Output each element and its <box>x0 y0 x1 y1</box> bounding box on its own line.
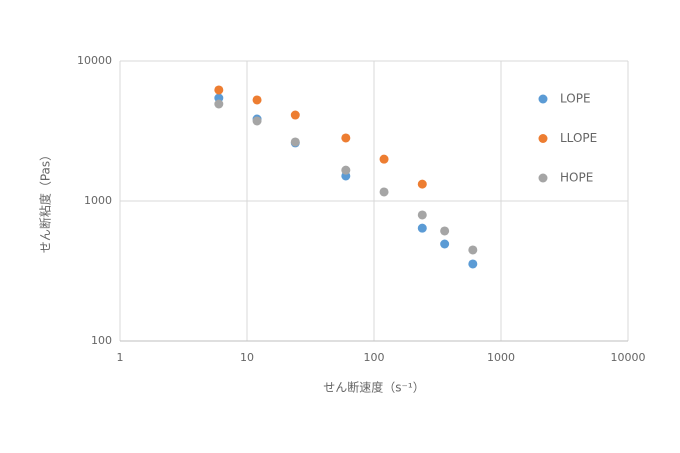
point <box>214 99 224 109</box>
point <box>468 259 478 269</box>
point <box>214 85 224 95</box>
y-axis-label: せん断粘度（Pas） <box>38 149 53 253</box>
legend-marker <box>538 94 548 104</box>
legend-label: HOPE <box>560 171 593 185</box>
point <box>290 110 300 120</box>
point <box>440 226 450 236</box>
x-tick-label: 1000 <box>487 351 515 364</box>
point <box>379 154 389 164</box>
y-tick-label: 10000 <box>77 54 112 67</box>
point <box>252 95 262 105</box>
point <box>290 137 300 147</box>
point <box>417 179 427 189</box>
y-tick-label: 100 <box>91 334 112 347</box>
x-tick-label: 10 <box>240 351 254 364</box>
point <box>417 223 427 233</box>
x-tick-label: 1 <box>117 351 124 364</box>
point <box>341 165 351 175</box>
point <box>252 116 262 126</box>
legend-label: LOPE <box>560 92 591 106</box>
y-tick-label: 1000 <box>84 194 112 207</box>
point <box>417 210 427 220</box>
point <box>379 187 389 197</box>
x-axis-label: せん断速度（s⁻¹） <box>323 380 424 395</box>
point <box>341 133 351 143</box>
legend-marker <box>538 134 548 143</box>
legend-marker <box>538 173 548 183</box>
x-tick-label: 100 <box>364 351 385 364</box>
x-tick-label: 10000 <box>611 351 646 364</box>
point <box>468 245 478 255</box>
point <box>440 239 450 249</box>
legend-label: LLOPE <box>560 131 597 145</box>
